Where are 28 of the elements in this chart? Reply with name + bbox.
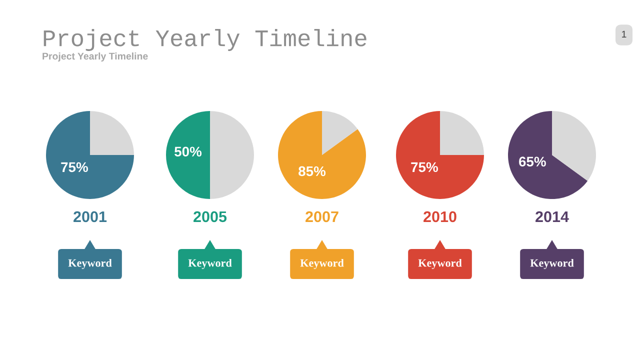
text: Keyword: [530, 258, 574, 270]
pie-slice: [322, 111, 358, 155]
text: Keyword: [188, 258, 232, 270]
text: 1: [622, 30, 626, 38]
text: Project Yearly Timeline: [44, 28, 366, 52]
chart-subtitle: Project Yearly Timeline: [42, 52, 148, 62]
pie-slice: [508, 111, 588, 199]
text: Keyword: [300, 258, 344, 270]
pie-slice: [440, 111, 484, 155]
text: 2001: [74, 211, 107, 222]
data-label: 50%: [174, 146, 202, 157]
pie-slice: [396, 111, 484, 199]
data-label: 75%: [411, 162, 438, 172]
pie-slice: [552, 111, 596, 181]
text: Keyword: [68, 258, 112, 270]
pie-slice: [46, 111, 134, 199]
text: 2010: [424, 211, 456, 222]
pie-slice: [210, 111, 254, 199]
text: 2007: [306, 211, 338, 222]
text: 2005: [194, 211, 227, 222]
data-label: 65%: [519, 156, 546, 167]
pie-slice: [166, 111, 210, 199]
data-label: 85%: [298, 166, 326, 176]
pie-slice: [278, 111, 366, 199]
pie-slice: [90, 111, 134, 155]
text: 2014: [536, 211, 569, 222]
data-label: 75%: [61, 162, 88, 172]
text: Keyword: [418, 258, 462, 270]
